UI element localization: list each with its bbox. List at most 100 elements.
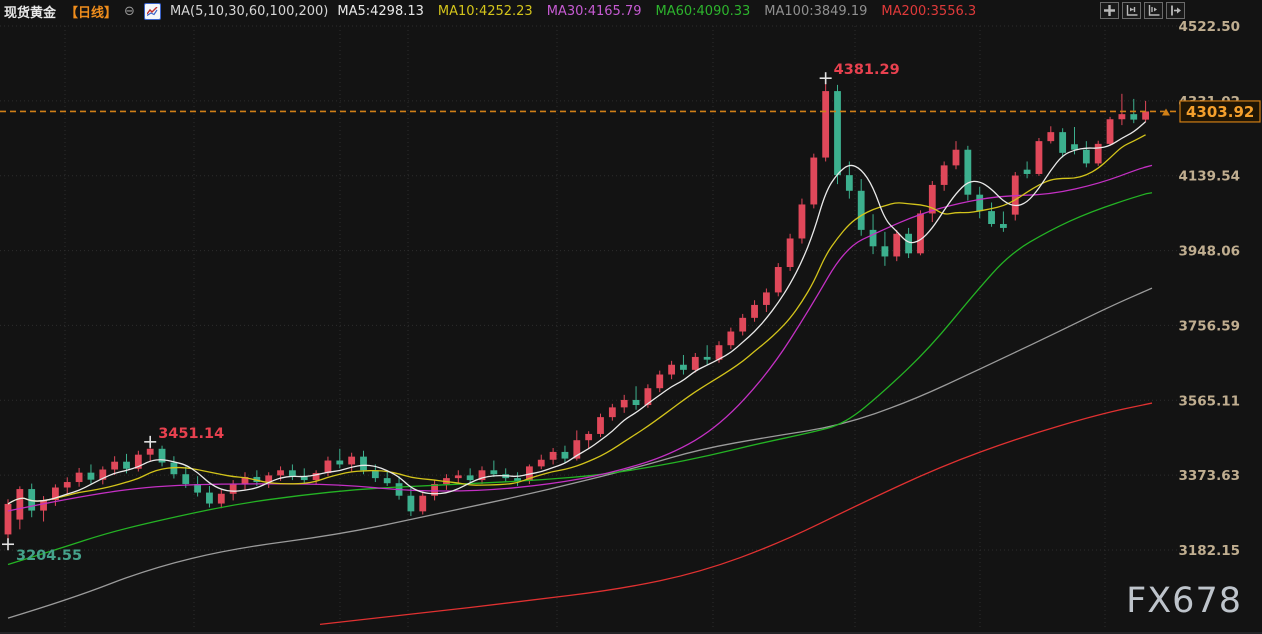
candle-body — [881, 246, 889, 257]
last-price-box[interactable] — [1179, 100, 1261, 123]
candles-layer — [4, 81, 1149, 542]
axis-left-icon[interactable] — [1122, 2, 1141, 19]
crosshair-icon[interactable] — [1100, 2, 1119, 19]
candle-body — [608, 407, 616, 418]
y-axis-label: 3756.59 — [1179, 318, 1241, 334]
ma-line-ma10 — [7, 134, 1146, 505]
candle-body — [253, 476, 261, 483]
candle-body — [597, 417, 604, 434]
ma-value: MA100:3849.19 — [764, 3, 868, 19]
y-axis-label: 4139.54 — [1179, 169, 1241, 185]
candle-body — [289, 470, 296, 477]
ma-value: MA60:4090.33 — [655, 3, 751, 19]
candle-body — [514, 478, 521, 481]
y-axis-label: 3373.63 — [1179, 468, 1241, 484]
candle-body — [1106, 119, 1114, 144]
extreme-marker — [819, 72, 832, 85]
candle-body — [573, 440, 581, 459]
candle-body — [206, 492, 213, 504]
candle-body — [774, 267, 782, 293]
detach-icon[interactable] — [1166, 2, 1185, 19]
watermark: FX678 — [1126, 581, 1242, 621]
candle-body — [431, 483, 438, 496]
candle-body — [52, 487, 59, 501]
ma-line-ma100 — [7, 287, 1153, 619]
ma-value: MA10:4252.23 — [437, 3, 533, 19]
candle-body — [99, 469, 107, 480]
candle-body — [822, 91, 830, 158]
collapse-icon[interactable]: ⊖ — [124, 3, 135, 19]
ma-line-ma200 — [319, 402, 1153, 625]
candle-body — [928, 184, 936, 214]
ma-settings-label[interactable]: MA(5,10,30,60,100,200) — [169, 3, 329, 19]
candle-body — [964, 149, 972, 195]
candle-body — [87, 472, 95, 480]
candle-body — [1023, 169, 1031, 174]
candle-body — [123, 461, 130, 469]
candle-body — [680, 364, 687, 370]
candle-body — [158, 448, 166, 463]
y-axis-label: 3182.15 — [1179, 543, 1241, 559]
candle-body — [739, 317, 747, 332]
candle-body — [644, 388, 652, 406]
symbol-title: 现货黄金 — [4, 5, 57, 21]
candle-body — [229, 483, 237, 494]
candle-body — [300, 476, 308, 481]
candle-body — [727, 331, 735, 346]
chart-type-icon[interactable] — [143, 2, 161, 20]
candle-body — [905, 233, 912, 254]
candle-body — [348, 456, 356, 465]
candle-body — [561, 451, 569, 459]
candle-body — [845, 175, 853, 191]
candle-body — [241, 476, 249, 484]
candle-body — [1047, 132, 1055, 142]
extreme-price-label: 3204.55 — [16, 548, 82, 564]
ma-line-ma60 — [7, 192, 1153, 566]
y-axis-label: 4522.50 — [1179, 19, 1241, 35]
extreme-price-label: 3451.14 — [158, 426, 224, 442]
candle-body — [810, 157, 818, 205]
period-label[interactable]: 【日线】 — [65, 5, 118, 21]
candle-body — [1142, 111, 1149, 120]
candle-body — [1082, 149, 1090, 164]
candle-body — [407, 495, 415, 512]
candle-body — [549, 451, 557, 460]
candle-body — [1130, 114, 1138, 120]
candle-body — [656, 374, 664, 389]
y-axis-label: 3948.06 — [1179, 244, 1241, 260]
candle-body — [63, 482, 71, 488]
candle-body — [585, 433, 593, 441]
candle-body — [170, 462, 178, 475]
candle-body — [194, 483, 201, 493]
candle-body — [454, 475, 462, 479]
candle-body — [146, 448, 154, 455]
axis-right-icon[interactable] — [1144, 2, 1163, 19]
candle-body — [371, 470, 379, 479]
candle-body — [632, 399, 640, 406]
candle-body — [798, 204, 806, 239]
candle-body — [360, 456, 367, 471]
extreme-price-label: 4381.29 — [834, 62, 900, 78]
candle-body — [1000, 224, 1007, 228]
candle-body — [134, 454, 142, 469]
candle-body — [715, 345, 723, 360]
extreme-marker — [144, 435, 157, 448]
candle-body — [668, 364, 675, 375]
candle-body — [1118, 114, 1126, 120]
candle-body — [182, 474, 190, 484]
candle-body — [751, 304, 758, 318]
candle-body — [75, 472, 83, 483]
candle-body — [893, 233, 901, 257]
last-price-value: 4303.92 — [1186, 103, 1254, 121]
ma-legend: MA5:4298.13 MA10:4252.23 MA30:4165.79 MA60:… — [337, 4, 976, 19]
candle-body — [217, 493, 225, 504]
candle-body — [419, 495, 427, 512]
extreme-marker — [2, 538, 14, 551]
candle-body — [786, 238, 794, 268]
candle-body — [763, 292, 770, 305]
candle-body — [834, 91, 841, 176]
candle-body — [917, 213, 924, 254]
candle-body — [988, 211, 995, 225]
